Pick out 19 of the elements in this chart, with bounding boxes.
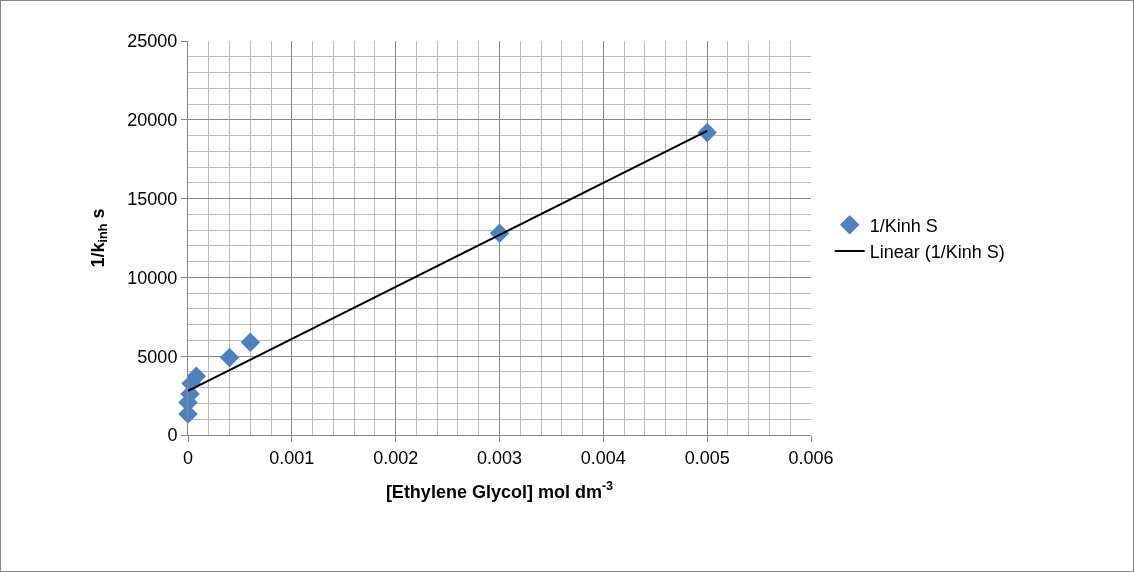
x-tick-label: 0.001 [269, 447, 315, 468]
x-tick-label: 0.003 [476, 447, 523, 468]
y-tick-label: 25000 [127, 31, 178, 52]
x-tick-label: 0.006 [788, 447, 834, 468]
legend-label: Linear (1/Kinh S) [869, 242, 1005, 263]
y-tick-label: 0 [167, 425, 178, 446]
point [697, 122, 717, 143]
y-tick-label: 5000 [137, 346, 178, 367]
point [219, 347, 240, 368]
x-tick-label: 0.004 [580, 447, 626, 468]
legend-label: 1/Kinh S [869, 215, 938, 236]
x-tick-label: 0.002 [373, 447, 419, 468]
point [240, 332, 261, 353]
y-tick-label: 10000 [127, 267, 178, 288]
x-tick-label: 0 [182, 447, 194, 468]
y-tick-label: 20000 [127, 110, 178, 131]
y-tick-label: 15000 [127, 188, 178, 209]
x-axis-title: [Ethylene Glycol] mol dm$^{-3}$ [385, 479, 614, 502]
x-tick-label: 0.005 [684, 447, 730, 468]
